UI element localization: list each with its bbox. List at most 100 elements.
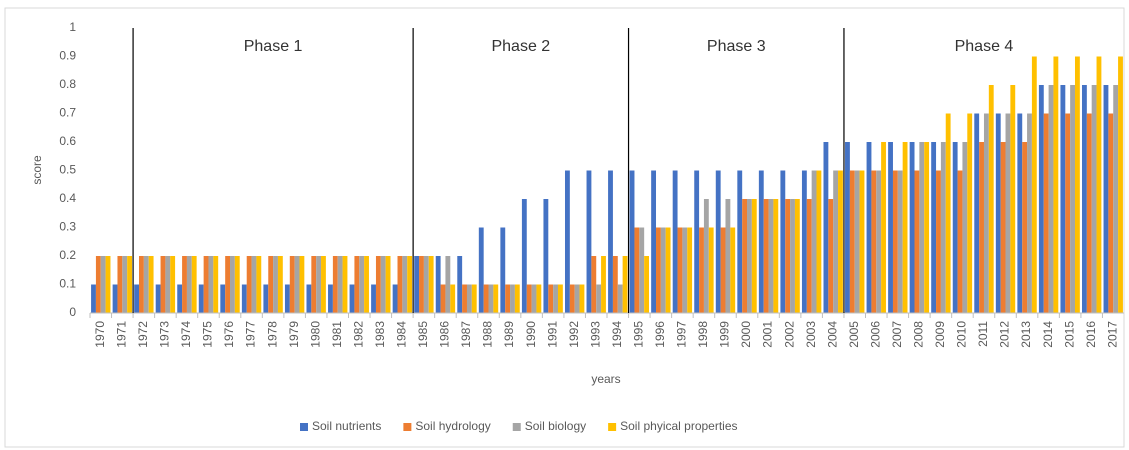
x-tick-label: 1980 xyxy=(308,321,322,348)
bar xyxy=(299,256,305,313)
bar xyxy=(1048,85,1054,313)
bar xyxy=(902,142,908,313)
x-tick-label: 1993 xyxy=(588,321,602,348)
bar xyxy=(569,284,575,313)
bar xyxy=(751,199,757,313)
x-tick-label: 2004 xyxy=(825,321,839,348)
bar xyxy=(622,256,628,313)
x-tick-label: 1988 xyxy=(481,321,495,348)
x-tick-label: 2003 xyxy=(804,321,818,348)
bar xyxy=(720,227,726,313)
x-tick-label: 2009 xyxy=(933,321,947,348)
bar xyxy=(579,284,585,313)
legend-swatch xyxy=(608,423,617,431)
bar xyxy=(586,170,592,313)
bar xyxy=(311,256,317,313)
x-tick-label: 2002 xyxy=(782,321,796,348)
x-tick-label: 1999 xyxy=(718,321,732,348)
bar xyxy=(940,142,946,313)
x-tick-label: 1997 xyxy=(675,321,689,348)
bar xyxy=(423,256,429,313)
x-tick-label: 1992 xyxy=(567,321,581,348)
bar xyxy=(402,256,408,313)
bar xyxy=(440,284,446,313)
bar xyxy=(677,227,683,313)
bar xyxy=(349,284,355,313)
phase-label: Phase 2 xyxy=(491,38,550,55)
bar xyxy=(983,113,989,313)
y-tick-label: 0.4 xyxy=(59,191,76,205)
x-tick-label: 1989 xyxy=(502,321,516,348)
x-tick-label: 2017 xyxy=(1105,321,1119,348)
bar xyxy=(1096,56,1102,313)
x-tick-label: 2000 xyxy=(739,321,753,348)
bar xyxy=(639,227,645,313)
bar xyxy=(564,170,570,313)
bar xyxy=(488,284,494,313)
bar xyxy=(601,256,606,313)
bar xyxy=(203,256,209,313)
x-tick-label: 1995 xyxy=(631,321,645,348)
bar xyxy=(392,284,398,313)
bar xyxy=(871,170,877,313)
bar xyxy=(816,170,822,313)
bar xyxy=(945,113,951,313)
bar xyxy=(543,199,549,313)
x-tick-label: 1978 xyxy=(265,321,279,348)
x-tick-label: 2001 xyxy=(761,321,775,348)
bar xyxy=(892,170,898,313)
bar xyxy=(1000,142,1006,313)
bar xyxy=(1065,113,1071,313)
bar xyxy=(737,170,743,313)
x-tick-label: 1982 xyxy=(351,321,365,348)
bar xyxy=(471,284,477,313)
bar xyxy=(957,170,963,313)
bar xyxy=(316,256,322,313)
bar xyxy=(672,170,678,313)
bar xyxy=(629,170,635,313)
bar xyxy=(1005,113,1011,313)
bar xyxy=(342,256,348,313)
bar xyxy=(371,284,376,313)
x-tick-label: 2015 xyxy=(1062,321,1076,348)
bar xyxy=(644,256,650,313)
bar xyxy=(397,256,403,313)
bar xyxy=(924,142,930,313)
bar xyxy=(268,256,274,313)
bar xyxy=(914,170,920,313)
bar xyxy=(747,199,752,313)
bar xyxy=(170,256,176,313)
bar xyxy=(888,142,893,313)
bar xyxy=(1091,85,1097,313)
x-tick-label: 1987 xyxy=(459,321,473,348)
y-axis-label: score xyxy=(30,155,44,185)
bar xyxy=(936,170,941,313)
y-tick-label: 0.9 xyxy=(59,49,76,63)
bar xyxy=(634,227,640,313)
bar xyxy=(833,170,839,313)
bar xyxy=(251,256,257,313)
bar xyxy=(979,142,984,313)
bar xyxy=(359,256,365,313)
bar xyxy=(708,227,714,313)
y-tick-label: 1 xyxy=(69,20,76,34)
bar xyxy=(505,284,511,313)
bar xyxy=(483,284,489,313)
bar xyxy=(967,113,973,313)
bar xyxy=(493,284,499,313)
x-axis-label: years xyxy=(591,372,620,386)
bar xyxy=(139,256,144,313)
bar xyxy=(289,256,295,313)
bar xyxy=(230,256,235,313)
bar xyxy=(617,284,623,313)
bar xyxy=(328,284,333,313)
bar xyxy=(866,142,872,313)
bar xyxy=(758,170,764,313)
x-tick-label: 2005 xyxy=(847,321,861,348)
bar xyxy=(234,256,240,313)
bar xyxy=(806,199,812,313)
bar xyxy=(105,256,111,313)
bar xyxy=(687,227,693,313)
y-tick-label: 0.6 xyxy=(59,134,76,148)
bar xyxy=(962,142,968,313)
